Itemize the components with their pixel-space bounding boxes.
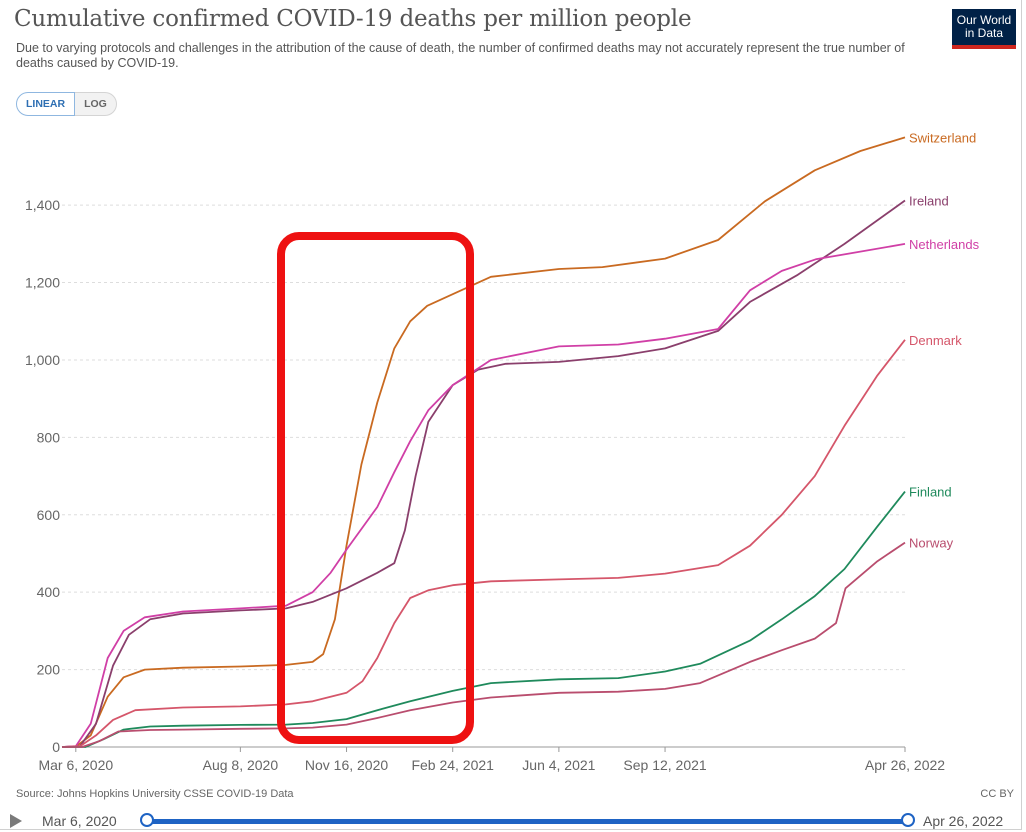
y-tick-label: 1,000 (25, 352, 60, 368)
timeline-start-label: Mar 6, 2020 (42, 813, 117, 829)
timeline-track[interactable] (147, 819, 907, 824)
logo-line-1: Our World (956, 13, 1012, 27)
source-note: Source: Johns Hopkins University CSSE CO… (16, 788, 294, 800)
timeline-end-label: Apr 26, 2022 (923, 813, 1004, 829)
series-line-norway[interactable] (62, 541, 906, 748)
series-labels: Switzerland Ireland Netherlands Denmark Finl… (909, 130, 980, 550)
highlight-box (277, 232, 474, 744)
scale-toggle: LINEAR LOG (16, 92, 117, 116)
series-line-ireland[interactable] (61, 199, 906, 748)
owid-logo[interactable]: Our World in Data (952, 9, 1016, 49)
x-axis-ticks: Mar 6, 2020 Aug 8, 2020 Nov 16, 2020 Feb 24… (38, 747, 945, 773)
y-tick-label: 200 (37, 662, 61, 678)
y-tick-label: 800 (37, 429, 61, 445)
log-scale-button[interactable]: LOG (75, 92, 117, 116)
linear-scale-button[interactable]: LINEAR (16, 92, 76, 116)
series-line-netherlands[interactable] (61, 243, 906, 748)
series-label-ireland[interactable]: Ireland (909, 194, 949, 209)
series-line-finland[interactable] (62, 491, 906, 748)
timeline-start-handle[interactable] (140, 813, 154, 827)
series-label-switzerland[interactable]: Switzerland (909, 130, 976, 145)
x-tick-label: Aug 8, 2020 (203, 757, 279, 773)
series-label-netherlands[interactable]: Netherlands (909, 237, 980, 252)
x-tick-label: Sep 12, 2021 (623, 757, 707, 773)
line-chart: 0 200 400 600 800 1,000 1,200 1,400 Mar 6, 2020… (25, 130, 980, 773)
series-label-norway[interactable]: Norway (909, 536, 954, 551)
license-link[interactable]: CC BY (980, 788, 1014, 800)
y-tick-label: 600 (37, 507, 61, 523)
x-tick-label: Jun 4, 2021 (522, 757, 595, 773)
timeline-end-handle[interactable] (901, 813, 915, 827)
y-tick-label: 1,400 (25, 197, 60, 213)
series-label-finland[interactable]: Finland (909, 485, 952, 500)
series-line-denmark[interactable] (61, 339, 906, 748)
x-tick-label: Nov 16, 2020 (305, 757, 388, 773)
series-line-switzerland[interactable] (61, 136, 906, 748)
x-tick-label: Apr 26, 2022 (865, 757, 945, 773)
y-tick-label: 0 (52, 739, 60, 755)
x-tick-label: Feb 24, 2021 (411, 757, 494, 773)
series-lines (61, 136, 906, 748)
logo-accent-bar (952, 45, 1016, 49)
logo-line-2: in Data (964, 26, 1004, 40)
series-label-denmark[interactable]: Denmark (909, 333, 962, 348)
y-axis-ticks: 0 200 400 600 800 1,000 1,200 1,400 (25, 197, 60, 755)
timeline-slider: Mar 6, 2020 Apr 26, 2022 (0, 806, 1026, 832)
y-tick-label: 1,200 (25, 275, 60, 291)
y-tick-label: 400 (37, 584, 61, 600)
play-icon[interactable] (10, 814, 22, 828)
chart-subtitle: Due to varying protocols and challenges … (16, 41, 905, 70)
chart-title: Cumulative confirmed COVID-19 deaths per… (14, 6, 692, 32)
grid-lines (62, 204, 905, 748)
x-tick-label: Mar 6, 2020 (38, 757, 113, 773)
